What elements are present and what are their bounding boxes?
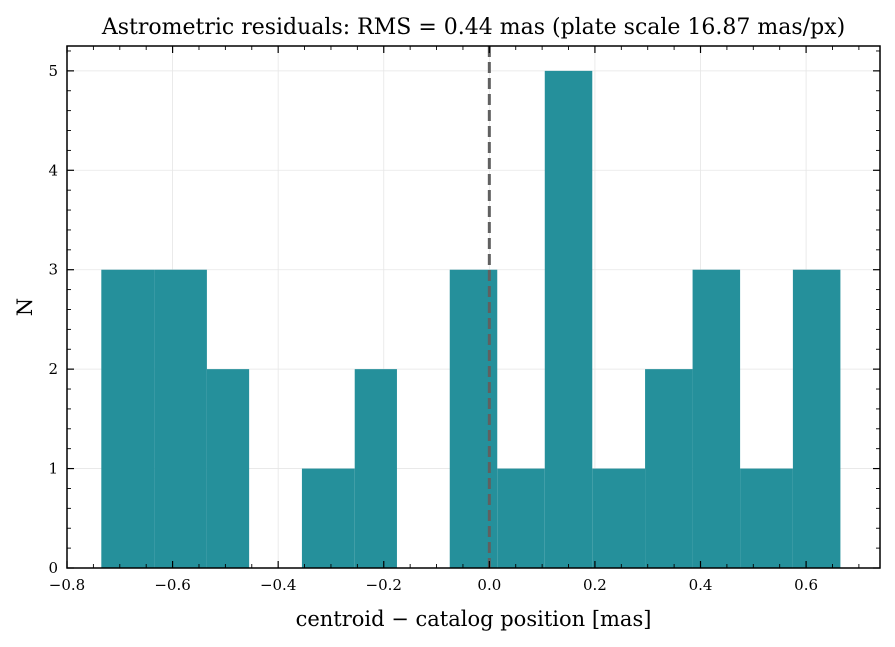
x-tick-labels: −0.8 −0.6 −0.4 −0.2 0.0 0.2 0.4 0.6 xyxy=(49,576,818,594)
histogram-bar xyxy=(544,70,593,568)
y-tick-label: 2 xyxy=(48,360,58,378)
y-axis-label: N xyxy=(13,298,37,316)
histogram-bar xyxy=(592,468,646,568)
y-tick-label: 1 xyxy=(48,460,58,478)
x-tick-label: −0.2 xyxy=(366,576,402,594)
histogram-bar xyxy=(740,468,793,568)
y-tick-labels: 0 1 2 3 4 5 xyxy=(48,62,58,577)
x-tick-label: −0.6 xyxy=(154,576,190,594)
x-tick-label: 0.2 xyxy=(583,576,607,594)
x-tick-label: 0.0 xyxy=(477,576,501,594)
histogram-bar xyxy=(692,269,741,568)
histogram-bar xyxy=(354,369,397,568)
y-tick-label: 4 xyxy=(48,161,58,179)
chart-title: Astrometric residuals: RMS = 0.44 mas (p… xyxy=(101,15,845,40)
y-tick-label: 3 xyxy=(48,261,58,279)
histogram-bar xyxy=(154,269,207,568)
x-tick-label: 0.4 xyxy=(689,576,713,594)
y-tick-label: 0 xyxy=(48,559,58,577)
histogram-bar xyxy=(792,269,841,568)
histogram-bar xyxy=(301,468,355,568)
plot-frame xyxy=(66,45,881,569)
histogram-bars xyxy=(101,70,841,568)
histogram-bar xyxy=(645,369,693,568)
histogram-bar xyxy=(497,468,545,568)
x-axis-label: centroid − catalog position [mas] xyxy=(296,607,652,631)
x-tick-label: −0.4 xyxy=(260,576,296,594)
y-tick-label: 5 xyxy=(48,62,58,80)
axis-ticks xyxy=(66,46,880,569)
x-tick-label: 0.6 xyxy=(794,576,818,594)
x-tick-label: −0.8 xyxy=(49,576,85,594)
histogram-bar xyxy=(206,369,250,568)
histogram-bar xyxy=(101,269,155,568)
